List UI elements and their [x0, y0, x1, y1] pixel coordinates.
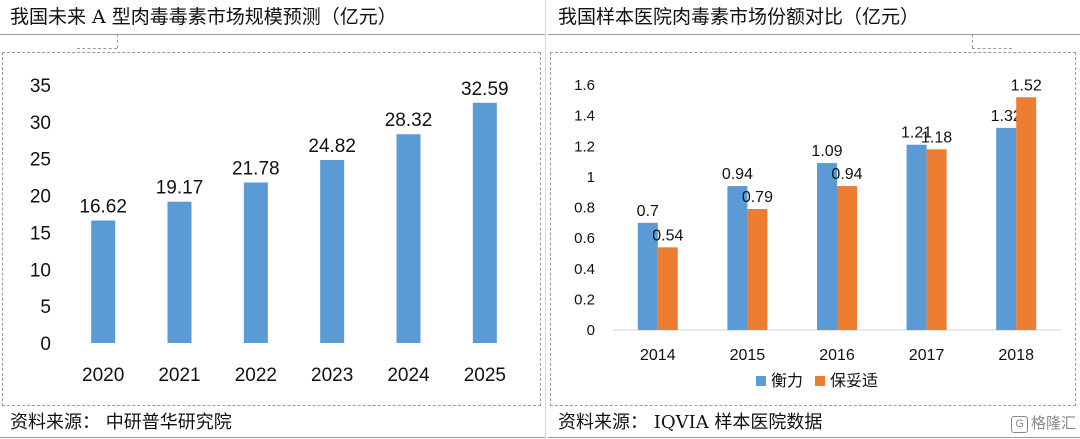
left-chart-title: 我国未来 A 型肉毒毒素市场规模预测（亿元）	[10, 6, 397, 28]
y-tick-label: 10	[30, 260, 51, 281]
y-tick-label: 15	[30, 223, 51, 244]
bar-botox	[926, 149, 947, 330]
data-label: 1.18	[921, 129, 952, 146]
y-tick-label: 0.2	[574, 291, 595, 308]
right-bar-chart: 0 0.2 0.4 0.6 0.8 1 1.2 1.4 1.6 0.7 0.54 2014 0.94 0.…	[574, 77, 1061, 390]
right-connector-h	[972, 48, 1012, 49]
right-chart-title: 我国样本医院肉毒素市场份额对比（亿元）	[558, 6, 920, 28]
legend-label: 衡力	[771, 372, 803, 390]
left-panel: 我国未来 A 型肉毒毒素市场规模预测（亿元） 0 5 10 15 20 25 30 35 16.…	[0, 6, 545, 438]
x-tick-label: 2020	[82, 365, 124, 386]
right-title-rule	[548, 34, 1080, 35]
x-tick-label: 2017	[909, 347, 945, 364]
bar-botox	[747, 209, 768, 330]
bar-hengli	[817, 163, 837, 330]
data-label: 1.09	[811, 143, 842, 160]
panel-divider	[545, 0, 549, 439]
x-tick-label: 2014	[640, 347, 676, 364]
data-label: 1.21	[901, 125, 932, 142]
y-tick-label: 30	[30, 113, 51, 134]
right-source-note: 资料来源： IQVIA 样本医院数据	[558, 412, 823, 433]
y-tick-label: 1.6	[574, 77, 595, 94]
data-label: 0.79	[742, 189, 773, 206]
left-bottom-rule	[0, 437, 545, 438]
left-source-note: 资料来源： 中研普华研究院	[10, 412, 232, 433]
left-title-rule	[0, 34, 545, 35]
legend-swatch	[756, 376, 766, 386]
y-tick-label: 20	[30, 187, 51, 208]
x-tick-label: 2021	[158, 365, 200, 386]
bar	[472, 102, 497, 344]
x-tick-label: 2015	[730, 347, 766, 364]
x-tick-label: 2025	[464, 365, 506, 386]
bar-botox	[837, 186, 857, 330]
watermark-text: 格隆汇	[1030, 415, 1076, 432]
right-panel: 我国样本医院肉毒素市场份额对比（亿元） 0 0.2 0.4 0.6 0.8 1 1.2 1.4…	[548, 0, 1080, 439]
bar-hengli	[727, 186, 748, 330]
bar	[320, 160, 345, 343]
left-connector	[117, 34, 118, 48]
bar	[91, 220, 116, 343]
x-tick-label: 2018	[998, 347, 1034, 364]
y-tick-label: 35	[30, 76, 51, 97]
bar	[396, 134, 421, 343]
x-tick-label: 2022	[235, 365, 277, 386]
left-connector-h	[77, 48, 117, 49]
data-label: 0.7	[637, 203, 659, 220]
data-label: 28.32	[385, 110, 433, 131]
data-label: 0.94	[722, 166, 753, 183]
watermark-logo: G 格隆汇	[1011, 412, 1076, 433]
data-label: 21.78	[232, 158, 280, 179]
bar	[243, 182, 268, 343]
y-tick-label: 0	[40, 334, 51, 355]
bar-hengli	[637, 222, 658, 330]
data-label: 1.52	[1011, 77, 1042, 94]
y-tick-label: 1.2	[574, 138, 595, 155]
bar-botox	[657, 247, 678, 330]
right-bottom-rule	[548, 437, 1080, 438]
right-chart-frame: 0 0.2 0.4 0.6 0.8 1 1.2 1.4 1.6 0.7 0.54 2014 0.94 0.…	[550, 52, 1076, 406]
y-tick-label: 0	[587, 322, 595, 339]
y-tick-label: 0.6	[574, 230, 595, 247]
watermark-icon: G	[1011, 416, 1028, 433]
y-tick-label: 25	[30, 150, 51, 171]
data-label: 0.54	[652, 227, 683, 244]
data-label: 19.17	[156, 178, 204, 199]
left-bar-chart: 0510152025303516.62202019.17202121.78202…	[30, 76, 509, 386]
right-connector	[972, 34, 973, 48]
legend-swatch	[815, 376, 825, 386]
x-tick-label: 2016	[819, 347, 855, 364]
y-tick-label: 5	[40, 297, 51, 318]
bar-hengli	[906, 144, 927, 330]
data-label: 32.59	[461, 79, 509, 100]
x-tick-label: 2024	[387, 365, 430, 386]
bar	[167, 201, 192, 343]
legend-label: 保妥适	[830, 372, 878, 390]
x-tick-label: 2023	[311, 365, 353, 386]
data-label: 1.32	[991, 108, 1022, 125]
left-chart-frame: 0 5 10 15 20 25 30 35 16.62 2020 19.17 2021 21.78 202…	[2, 52, 541, 406]
bar-botox	[1016, 97, 1037, 330]
y-tick-label: 1.4	[574, 108, 595, 125]
data-label: 24.82	[308, 136, 356, 157]
y-tick-label: 1	[587, 169, 595, 186]
y-tick-label: 0.8	[574, 200, 595, 217]
data-label: 0.94	[831, 166, 862, 183]
data-label: 16.62	[79, 196, 127, 217]
bar-hengli	[996, 127, 1017, 330]
y-tick-label: 0.4	[574, 261, 595, 278]
